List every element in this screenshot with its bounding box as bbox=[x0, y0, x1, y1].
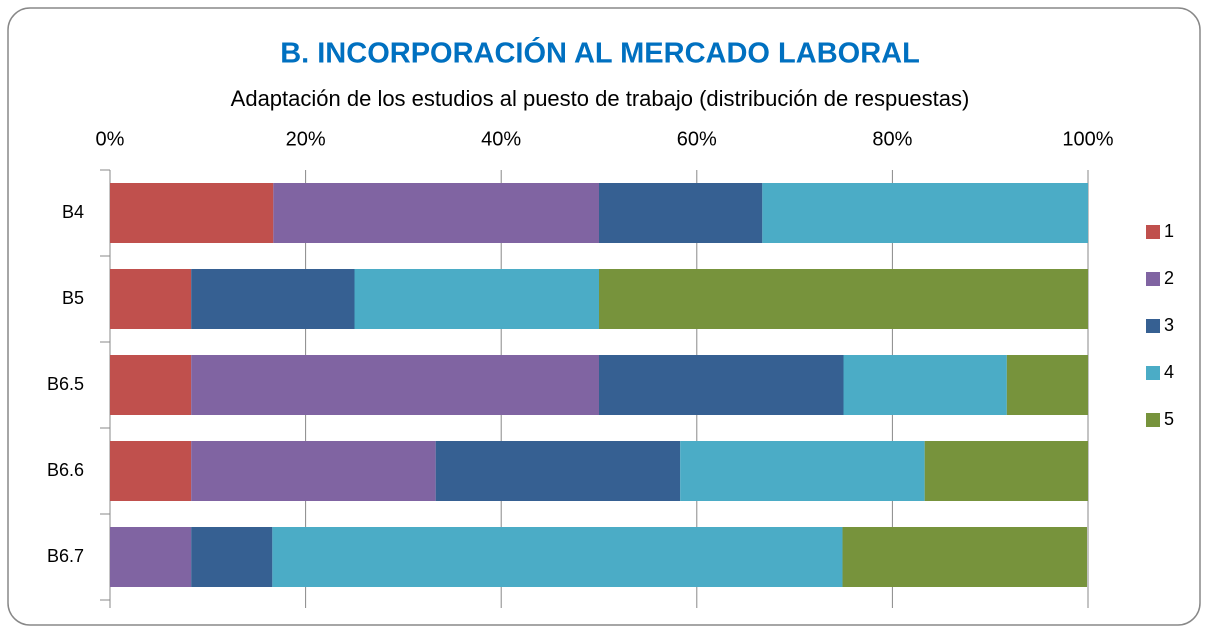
bar-segment bbox=[191, 527, 273, 587]
legend-label: 1 bbox=[1164, 221, 1174, 241]
bar-segment bbox=[842, 527, 1088, 587]
bar-segment bbox=[272, 527, 843, 587]
chart-title: B. INCORPORACIÓN AL MERCADO LABORAL bbox=[280, 36, 920, 70]
bar-segment bbox=[191, 441, 436, 501]
bar-segment bbox=[110, 183, 274, 243]
bar-segment bbox=[599, 269, 1088, 329]
x-tick-label: 80% bbox=[872, 128, 912, 150]
bar-segment bbox=[1006, 355, 1088, 415]
legend-swatch bbox=[1146, 272, 1160, 286]
bar-segment bbox=[599, 355, 844, 415]
bar-segment bbox=[110, 441, 192, 501]
bar-segment bbox=[435, 441, 681, 501]
legend-swatch bbox=[1146, 413, 1160, 427]
bar-segment bbox=[110, 269, 192, 329]
legend-swatch bbox=[1146, 319, 1160, 333]
bar-segment bbox=[599, 183, 763, 243]
x-tick-label: 40% bbox=[481, 128, 521, 150]
y-tick-label: B6.6 bbox=[47, 460, 84, 480]
bar-segment bbox=[273, 183, 599, 243]
legend-swatch bbox=[1146, 225, 1160, 239]
y-tick-label: B4 bbox=[62, 202, 84, 222]
bar-segment bbox=[680, 441, 925, 501]
bar-segment bbox=[191, 355, 599, 415]
x-tick-label: 0% bbox=[96, 128, 125, 150]
bar-segment bbox=[843, 355, 1007, 415]
bar-segment bbox=[110, 527, 192, 587]
y-tick-label: B6.5 bbox=[47, 374, 84, 394]
bar-segment bbox=[924, 441, 1088, 501]
legend-label: 2 bbox=[1164, 268, 1174, 288]
y-tick-label: B5 bbox=[62, 288, 84, 308]
legend-label: 4 bbox=[1164, 362, 1174, 382]
chart-subtitle: Adaptación de los estudios al puesto de … bbox=[231, 86, 970, 111]
x-tick-label: 60% bbox=[677, 128, 717, 150]
bar-segment bbox=[354, 269, 599, 329]
legend-swatch bbox=[1146, 366, 1160, 380]
legend-label: 5 bbox=[1164, 409, 1174, 429]
bar-segment bbox=[110, 355, 192, 415]
legend-label: 3 bbox=[1164, 315, 1174, 335]
x-tick-label: 100% bbox=[1062, 128, 1113, 150]
bar-segment bbox=[191, 269, 355, 329]
x-tick-label: 20% bbox=[286, 128, 326, 150]
y-tick-label: B6.7 bbox=[47, 546, 84, 566]
bar-segment bbox=[762, 183, 1088, 243]
